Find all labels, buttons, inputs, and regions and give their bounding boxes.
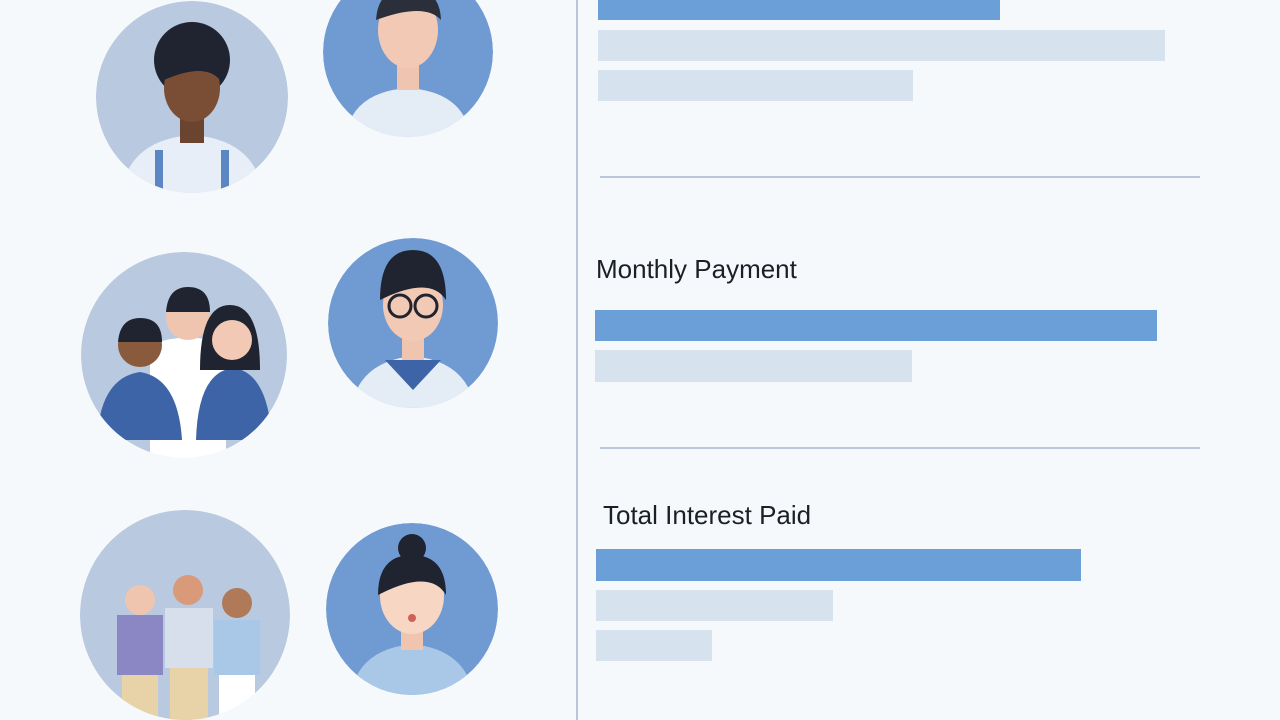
placeholder-bar [598,70,913,101]
section-label: Monthly Payment [596,254,798,284]
placeholder-bar [595,310,1157,341]
placeholder-bar [596,549,1081,581]
avatar [96,1,288,193]
section-label: Total Interest Paid [603,500,811,530]
placeholder-bar [598,0,1000,20]
placeholder-bar [595,350,912,382]
avatar [328,238,498,408]
avatar [80,510,290,720]
placeholder-bar [596,630,712,661]
avatar [323,0,493,137]
avatar [326,523,498,695]
avatar [81,252,287,458]
placeholder-bar [596,590,833,621]
placeholder-bar [598,30,1165,61]
